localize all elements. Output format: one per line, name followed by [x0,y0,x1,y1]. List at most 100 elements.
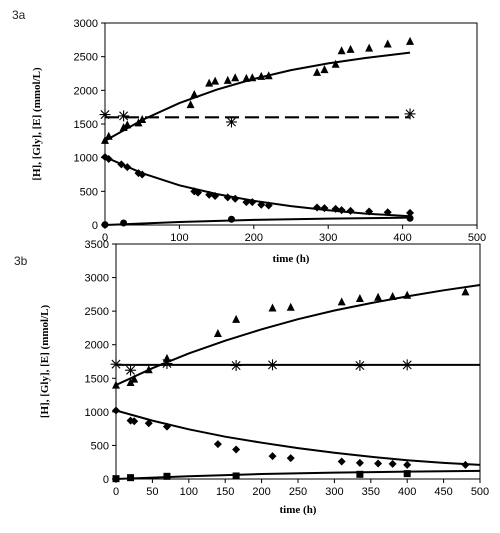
data-point-diamond [112,406,120,415]
series-diamond [101,152,415,217]
data-point-diamond [264,201,273,210]
data-point-star [230,360,242,372]
data-point-triangle [123,120,132,129]
data-point-diamond [223,193,232,202]
x-tick-label: 450 [434,486,452,498]
data-point-triangle [337,297,346,306]
x-tick-label: 0 [113,486,119,498]
chart-panel-3a: 3a 0 100 200 300 400 500 0 500 1000 1500 2000 2500 30… [12,8,486,265]
data-point-diamond [337,457,346,466]
data-point-star [404,108,416,120]
x-tick-label: 200 [245,232,263,244]
data-point-triangle [119,123,128,132]
data-point-triangle [144,365,153,374]
data-point-triangle [403,290,412,299]
data-point-diamond [138,170,147,179]
y-tick-label: 0 [92,220,98,232]
data-point-diamond [194,188,202,197]
x-tick-label: 100 [180,486,198,498]
y-tick-label: 2500 [74,52,98,64]
data-point-triangle [355,294,364,303]
data-point-square [232,472,240,480]
data-point-triangle [346,44,355,53]
data-point-triangle [186,100,195,109]
panel-label: 3b [14,254,28,268]
y-tick-label: 3000 [85,273,109,285]
data-point-triangle [388,292,397,301]
data-point-diamond [337,206,346,215]
series-circle [101,214,414,229]
data-point-star [225,116,237,128]
data-point-diamond [365,207,374,216]
data-point-diamond [242,198,251,207]
data-point-diamond [130,417,139,426]
data-point-circle [101,221,109,229]
data-point-star [401,359,413,371]
y-tick-label: 3000 [74,18,98,30]
data-point-triangle [383,39,392,48]
series-triangle [112,287,470,389]
y-axis-title: [H], [Gly], [E] (mmol/L) [31,67,43,181]
data-point-triangle [211,76,220,85]
x-tick-label: 500 [468,232,486,244]
data-point-diamond [346,206,355,215]
y-tick-label: 3500 [85,239,109,251]
data-point-triangle [231,73,240,82]
y-axis-title: [H], [Gly], [E] (mmol/L) [39,304,51,418]
data-point-diamond [406,208,415,217]
x-tick-label: 300 [319,232,337,244]
data-point-triangle [257,71,266,80]
data-point-triangle [138,114,147,123]
data-point-diamond [231,194,240,203]
y-tick-label: 2000 [85,340,109,352]
data-point-diamond [286,454,295,463]
series-diamond [112,406,470,469]
data-point-triangle [264,71,273,80]
data-point-diamond [117,160,126,169]
data-point-diamond [232,445,241,454]
data-point-triangle [223,75,232,84]
data-point-diamond [383,208,392,217]
y-tick-label: 0 [103,474,109,486]
data-point-circle [227,215,235,223]
x-tick-label: 400 [398,486,416,498]
y-tick-label: 1000 [74,153,98,165]
data-point-triangle [313,67,322,76]
x-tick-label: 350 [362,486,380,498]
y-tick-label: 1500 [85,373,109,385]
x-tick-label: 300 [325,486,343,498]
data-point-diamond [403,460,412,469]
fit-curve-2 [115,469,481,480]
x-tick-label: 400 [393,232,411,244]
data-point-triangle [213,328,222,337]
panel-label: 3a [12,8,26,22]
data-point-diamond [123,163,132,172]
data-point-diamond [268,452,277,461]
data-point-triangle [232,314,241,323]
x-axis-title: time (h) [273,253,310,265]
data-point-diamond [213,440,222,449]
fit-curve-1 [115,409,481,466]
data-point-star [110,358,122,370]
data-point-square [112,475,120,483]
x-tick-label: 250 [289,486,307,498]
x-tick-label: 150 [216,486,234,498]
data-point-star [125,364,137,376]
data-point-triangle [101,135,109,144]
x-tick-label: 0 [102,232,108,244]
data-point-star [99,109,111,121]
data-point-triangle [248,73,257,82]
y-tick-label: 500 [91,440,109,452]
fit-curve-1 [104,156,411,218]
data-point-diamond [388,459,397,468]
data-point-star [267,359,279,371]
data-point-diamond [374,459,383,468]
y-tick-label: 2500 [85,306,109,318]
data-point-square [163,472,171,480]
series-star [99,108,416,128]
data-point-triangle [205,78,214,87]
data-point-triangle [130,374,139,383]
data-point-triangle [268,303,277,312]
y-tick-label: 1500 [74,119,98,131]
